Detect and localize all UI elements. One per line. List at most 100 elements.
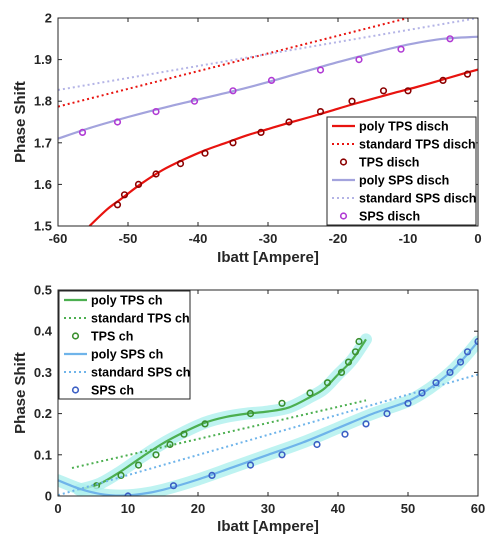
series-sps-disch-point [113,118,122,126]
series-tps-disch-point [134,180,143,188]
x-tick-label: 20 [191,501,205,516]
axes-box [57,289,479,497]
series-sps-ch-point [446,368,454,377]
plot-series-group [58,333,478,496]
series-tps-disch-point [257,128,265,136]
series-sps-disch-point [229,87,237,95]
x-tick-label: 0 [474,231,481,246]
series-standard-tps-disch-line [58,18,409,108]
series-sps-disch-point [397,45,405,53]
chart-panel-1: -60 -50 -40 -30 -20 -10 0 1.5 1.6 1.7 1.8 1.9 2 Ibatt… [12,11,482,267]
series-sps-disch-point [355,55,363,64]
x-tick-label: 50 [401,501,415,516]
series-sps-ch-point [404,399,412,407]
y-axis-label: Phase Shift [12,81,29,163]
chart-panel-2: 0 10 20 30 40 50 60 0 0.1 0.2 0.3 0.4 0.5 Ibatt [Ampe… [12,283,485,536]
series-tps-ch-point [351,348,360,356]
series-tps-disch-point [113,201,122,209]
series-tps-disch-point [439,76,447,84]
series-sps-ch-point [341,430,349,438]
series-tps-disch-point [176,160,185,168]
series-tps-disch-point [404,87,412,95]
x-tick-label: -30 [259,231,278,246]
legend-marker [71,386,80,394]
series-tps-disch-point [201,149,209,157]
series-tps-ch-point [152,451,160,459]
y-axis-label: Phase Shift [12,352,29,434]
y-tick-label: 0.5 [34,283,52,298]
x-tick-label: 40 [331,501,345,516]
series-tps-ch-point [180,430,188,438]
series-sps-ch-point [362,420,370,428]
series-tps-ch-point [166,440,174,449]
series-standard-sps-disch-line [58,18,478,91]
legend-item: standard TPS ch [64,311,190,325]
axes-box [57,17,479,227]
series-tps-ch-point [344,358,353,366]
series-tps-disch-point [120,191,129,199]
legend-item: SPS ch [71,383,134,397]
series-sps-disch-point [446,35,454,43]
series-sps-disch-point [190,97,199,105]
series-tps-ch-point [278,399,286,407]
series-tps-disch-point [152,170,160,178]
y-tick-label: 1.8 [34,94,52,109]
legend-label: poly TPS ch [91,293,163,307]
x-tick-label: 10 [121,501,135,516]
y-tick-label: 1.9 [34,52,52,67]
y-tick-label: 0.1 [34,447,52,462]
y-tick-label: 1.6 [34,177,52,192]
legend-item: poly SPS ch [64,347,163,361]
series-poly-tps-disch-line [88,68,478,226]
legend-label: TPS ch [91,329,133,343]
series-tps-ch-point [246,410,255,418]
series-poly-sps-disch-line [58,35,478,140]
legend-label: SPS disch [359,209,420,223]
series-sps-ch-point [456,358,465,366]
x-tick-label: -20 [329,231,348,246]
series-sps-ch-point [208,471,216,480]
series-tps-disch-point [348,97,356,105]
legend: poly TPS ch standard TPS ch TPS ch poly SPS… [58,290,191,400]
x-tick-label: -40 [189,231,208,246]
legend: poly TPS disch standard TPS disch TPS disc… [326,116,477,226]
series-tps-ch-point [355,337,363,346]
series-tps-ch-point [323,379,332,387]
series-tps-ch-point [134,461,143,469]
legend-label: poly TPS disch [359,119,449,133]
series-tps-disch-point [379,87,388,95]
y-tick-label: 2 [45,11,52,26]
series-tps-disch-point [229,139,237,147]
y-tick-label: 1.5 [34,219,52,234]
series-sps-disch-point [267,76,276,84]
legend-item: TPS disch [339,155,419,169]
x-tick-label: -50 [119,231,138,246]
series-sps-disch-point [316,66,325,74]
legend-marker [71,332,80,340]
series-tps-ch-point [117,471,125,480]
x-tick-label: 30 [261,501,275,516]
series-sps-disch-point [152,107,160,116]
series-sps-ch-point [278,451,286,459]
x-tick-label: -10 [399,231,418,246]
series-sps-ch-point [124,492,132,496]
legend-label: standard SPS ch [91,365,190,379]
legend-item: poly TPS disch [332,119,449,133]
series-poly-sps-ch-line [58,340,478,496]
legend-label: standard TPS ch [91,311,190,325]
x-tick-label: 60 [471,501,485,516]
x-axis-label: Ibatt [Ampere] [217,249,319,266]
y-tick-label: 0.2 [34,406,52,421]
series-sps-ch-point [313,440,321,449]
x-tick-label: 0 [54,501,61,516]
legend-item: SPS disch [339,209,420,223]
plot-series-group [58,18,478,226]
legend-label: SPS ch [91,383,134,397]
series-tps-disch-point [463,70,472,78]
series-sps-ch-point [463,348,472,356]
series-tps-disch-point [316,107,325,116]
y-tick-label: 0.4 [34,324,53,339]
series-sps-ch-point [169,482,178,490]
legend-marker [339,158,348,166]
